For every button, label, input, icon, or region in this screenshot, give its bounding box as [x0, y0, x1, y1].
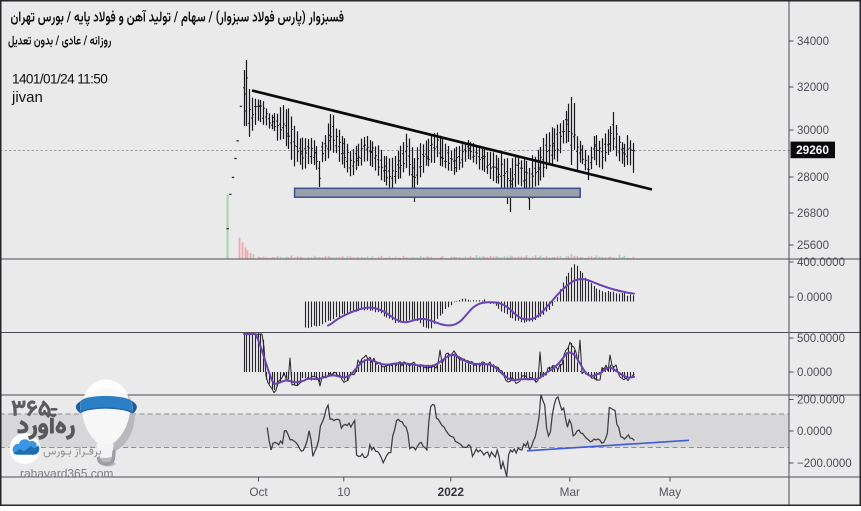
svg-text:500.0000: 500.0000: [797, 333, 845, 345]
svg-text:200.0000: 200.0000: [797, 395, 845, 407]
svg-text:2022: 2022: [438, 485, 465, 499]
svg-text:32000: 32000: [797, 82, 829, 94]
svg-text:25600: 25600: [797, 240, 829, 252]
svg-text:30000: 30000: [797, 125, 829, 137]
svg-text:26800: 26800: [797, 208, 829, 220]
svg-text:1401/01/24 11:50: 1401/01/24 11:50: [12, 71, 108, 86]
svg-text:0.0000: 0.0000: [797, 292, 832, 304]
svg-text:400.0000: 400.0000: [797, 257, 845, 269]
svg-text:Mar: Mar: [560, 485, 580, 499]
svg-text:0.0000: 0.0000: [797, 426, 832, 438]
svg-text:0.0000: 0.0000: [797, 367, 832, 379]
svg-text:28000: 28000: [797, 172, 829, 184]
svg-text:Oct: Oct: [249, 485, 268, 499]
svg-text:May: May: [659, 485, 681, 499]
svg-text:jivan: jivan: [11, 89, 43, 106]
svg-text:29260: 29260: [796, 143, 829, 157]
svg-text:34000: 34000: [797, 36, 829, 48]
svg-text:rahavard365.com: rahavard365.com: [20, 467, 113, 481]
svg-text:10: 10: [337, 485, 351, 499]
svg-text:−200.0000: −200.0000: [797, 458, 852, 470]
